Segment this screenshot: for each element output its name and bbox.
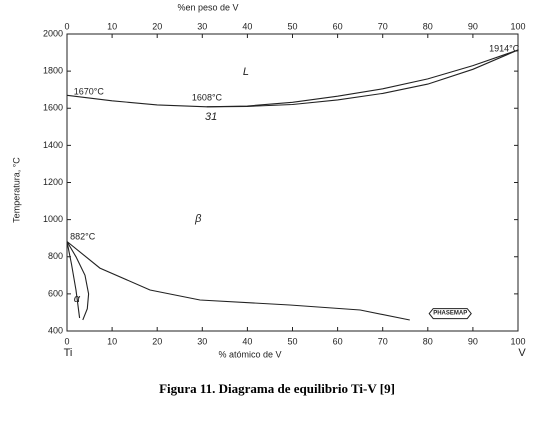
y-tick-label: 1600 [43, 103, 63, 113]
y-tick-label: 800 [48, 251, 63, 261]
x-tick-label: 100 [510, 336, 525, 346]
x-end-label: Ti [64, 347, 73, 359]
x-tick-label: 90 [468, 336, 478, 346]
y-tick-label: 2000 [43, 28, 63, 38]
x-axis-label: % atómico de V [218, 349, 281, 359]
y-axis-label: Temperatura, °C [11, 157, 21, 223]
y-tick-label: 400 [48, 325, 63, 335]
x2-axis-label: %en peso de V [177, 2, 238, 12]
annotation: 1608°C [192, 92, 223, 102]
x-tick-label: 70 [378, 336, 388, 346]
x-tick-label: 50 [287, 336, 297, 346]
x-tick-label: 0 [64, 336, 69, 346]
caption: Figura 11. Diagrama de equilibrio Ti-V [… [159, 381, 395, 396]
x2-tick-label: 30 [197, 21, 207, 31]
x-tick-label: 60 [333, 336, 343, 346]
x-tick-label: 40 [242, 336, 252, 346]
phase-boundary [66, 241, 90, 321]
annotation: 882°C [70, 231, 96, 241]
x-tick-label: 10 [107, 336, 117, 346]
logo-frame [428, 308, 472, 320]
x2-tick-label: 40 [242, 21, 252, 31]
x2-tick-label: 70 [378, 21, 388, 31]
x2-tick-label: 80 [423, 21, 433, 31]
x2-tick-label: 0 [64, 21, 69, 31]
y-tick-label: 1800 [43, 66, 63, 76]
x-tick-label: 20 [152, 336, 162, 346]
y-tick-label: 1400 [43, 140, 63, 150]
x2-tick-label: 50 [287, 21, 297, 31]
y-tick-label: 1000 [43, 214, 63, 224]
plot-frame [66, 33, 519, 332]
annotation: PHASEMAP [433, 311, 467, 317]
x2-tick-label: 90 [468, 21, 478, 31]
x-tick-label: 80 [423, 336, 433, 346]
x-tick-label: 30 [197, 336, 207, 346]
annotation: 31 [205, 111, 217, 123]
x2-tick-label: 10 [107, 21, 117, 31]
x2-tick-label: 60 [333, 21, 343, 31]
phase-boundary [66, 241, 81, 319]
annotation: α [74, 293, 81, 305]
x2-tick-label: 20 [152, 21, 162, 31]
x2-tick-label: 100 [510, 21, 525, 31]
y-tick-label: 1200 [43, 177, 63, 187]
annotation: 1914°C [489, 43, 520, 53]
phase-boundary [206, 49, 519, 108]
annotation: L [243, 66, 249, 78]
y-tick-label: 600 [48, 288, 63, 298]
phase-boundary [66, 49, 519, 108]
x-end-label: V [518, 347, 526, 359]
annotation: β [194, 213, 202, 225]
phase-boundary [66, 241, 410, 321]
annotation: 1670°C [74, 86, 105, 96]
